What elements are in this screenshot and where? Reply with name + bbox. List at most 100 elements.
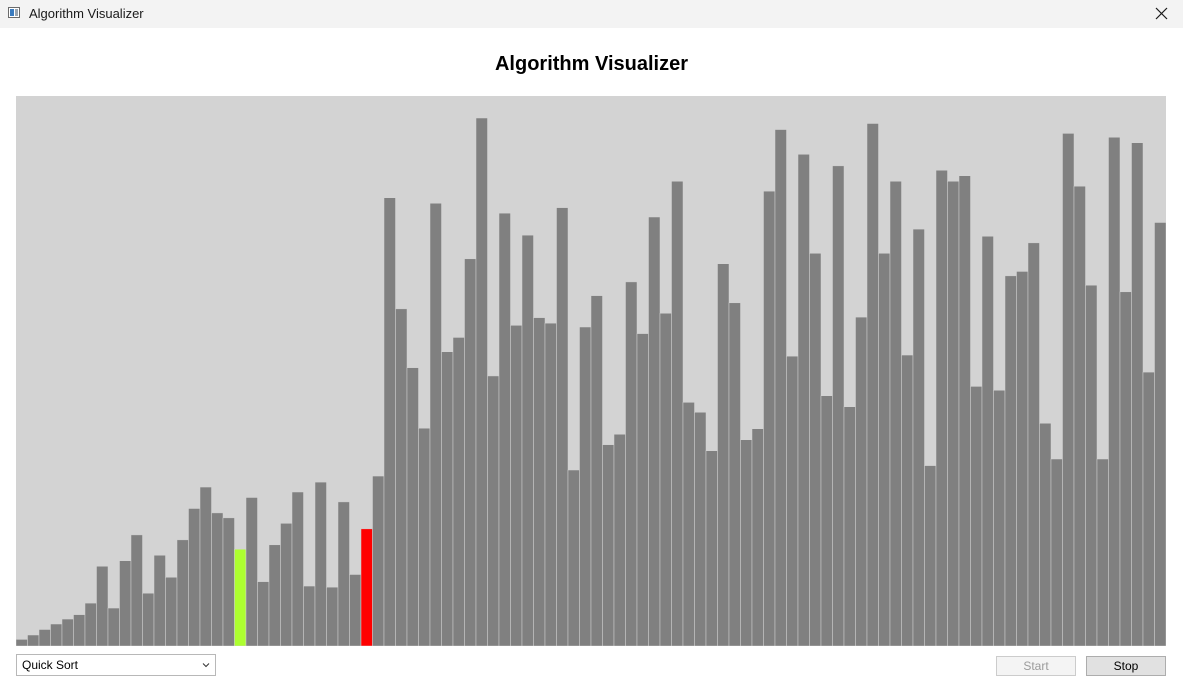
bar — [694, 412, 707, 646]
bar — [912, 228, 925, 646]
bar — [153, 555, 166, 646]
bar-highlighted — [360, 528, 373, 646]
bar — [130, 534, 143, 646]
bar — [889, 181, 902, 646]
bar — [728, 302, 741, 646]
page-title: Algorithm Visualizer — [494, 53, 688, 75]
bar — [119, 560, 132, 646]
bar-chart — [16, 117, 1166, 646]
bar — [245, 497, 258, 646]
bar — [751, 428, 764, 646]
bar — [84, 602, 97, 646]
bar — [533, 317, 546, 646]
title-bar: Algorithm Visualizer — [0, 0, 1183, 28]
bar — [832, 165, 845, 646]
bar — [1004, 275, 1017, 646]
bar — [73, 614, 86, 646]
bar — [590, 295, 603, 646]
bar — [1050, 458, 1063, 646]
algorithm-select[interactable]: Quick Sort — [16, 654, 216, 676]
bar — [521, 234, 534, 646]
bar — [50, 623, 63, 646]
bar — [924, 465, 937, 646]
bar — [1096, 458, 1109, 646]
bar — [395, 308, 408, 646]
bar — [1154, 222, 1166, 646]
bar — [705, 450, 718, 646]
close-button[interactable] — [1139, 0, 1183, 28]
bar — [27, 634, 40, 646]
bar — [1119, 291, 1132, 646]
bar — [556, 207, 569, 646]
bar — [579, 326, 592, 646]
bar — [774, 129, 787, 646]
bar — [659, 313, 672, 646]
bar — [96, 566, 109, 646]
bar — [38, 629, 51, 646]
bar — [1016, 271, 1029, 646]
bar — [268, 544, 281, 646]
bar — [372, 475, 385, 646]
bar — [981, 236, 994, 646]
bar — [165, 577, 178, 646]
bar — [993, 390, 1006, 646]
bar — [429, 203, 442, 646]
start-button[interactable]: Start — [996, 656, 1076, 676]
bar — [1108, 137, 1121, 646]
bar — [510, 325, 523, 646]
stop-button[interactable]: Stop — [1086, 656, 1166, 676]
bar — [1027, 242, 1040, 646]
bar — [326, 586, 339, 646]
bar — [763, 190, 776, 646]
bar — [211, 512, 224, 646]
algorithm-select-value: Quick Sort — [22, 658, 79, 672]
bar — [648, 216, 661, 646]
bar — [866, 123, 879, 646]
bar — [1062, 133, 1075, 646]
bar — [820, 395, 833, 646]
bar — [291, 491, 304, 646]
bar — [16, 639, 28, 646]
bar — [625, 281, 638, 646]
bar — [280, 523, 293, 646]
bar — [464, 258, 477, 646]
bar — [567, 469, 580, 646]
bar — [314, 481, 327, 646]
bar — [1142, 371, 1155, 646]
bar — [809, 253, 822, 646]
bar — [970, 386, 983, 646]
bar — [176, 539, 189, 646]
bar — [61, 618, 74, 646]
bar — [843, 406, 856, 646]
bar — [544, 322, 557, 646]
bar — [337, 501, 350, 646]
bar — [958, 175, 971, 646]
bar — [740, 439, 753, 646]
bar — [947, 181, 960, 646]
window-title: Algorithm Visualizer — [29, 6, 144, 21]
bar — [1039, 423, 1052, 646]
bar — [1085, 284, 1098, 646]
bar — [257, 581, 270, 646]
bar — [475, 117, 488, 646]
bar — [878, 253, 891, 646]
bar — [671, 181, 684, 646]
visualization-canvas — [16, 96, 1166, 646]
bar — [142, 592, 155, 646]
bar — [188, 508, 201, 646]
bar — [222, 517, 235, 646]
bar — [797, 154, 810, 646]
bar — [441, 351, 454, 646]
bar — [406, 367, 419, 646]
bar — [303, 585, 316, 646]
bar — [199, 486, 212, 646]
bar — [418, 427, 431, 646]
bar — [1131, 142, 1144, 646]
bar — [498, 212, 511, 646]
bar — [636, 333, 649, 646]
bar — [349, 574, 362, 646]
bar — [383, 197, 396, 646]
bar — [717, 263, 730, 646]
bar — [855, 316, 868, 646]
bar — [487, 375, 500, 646]
